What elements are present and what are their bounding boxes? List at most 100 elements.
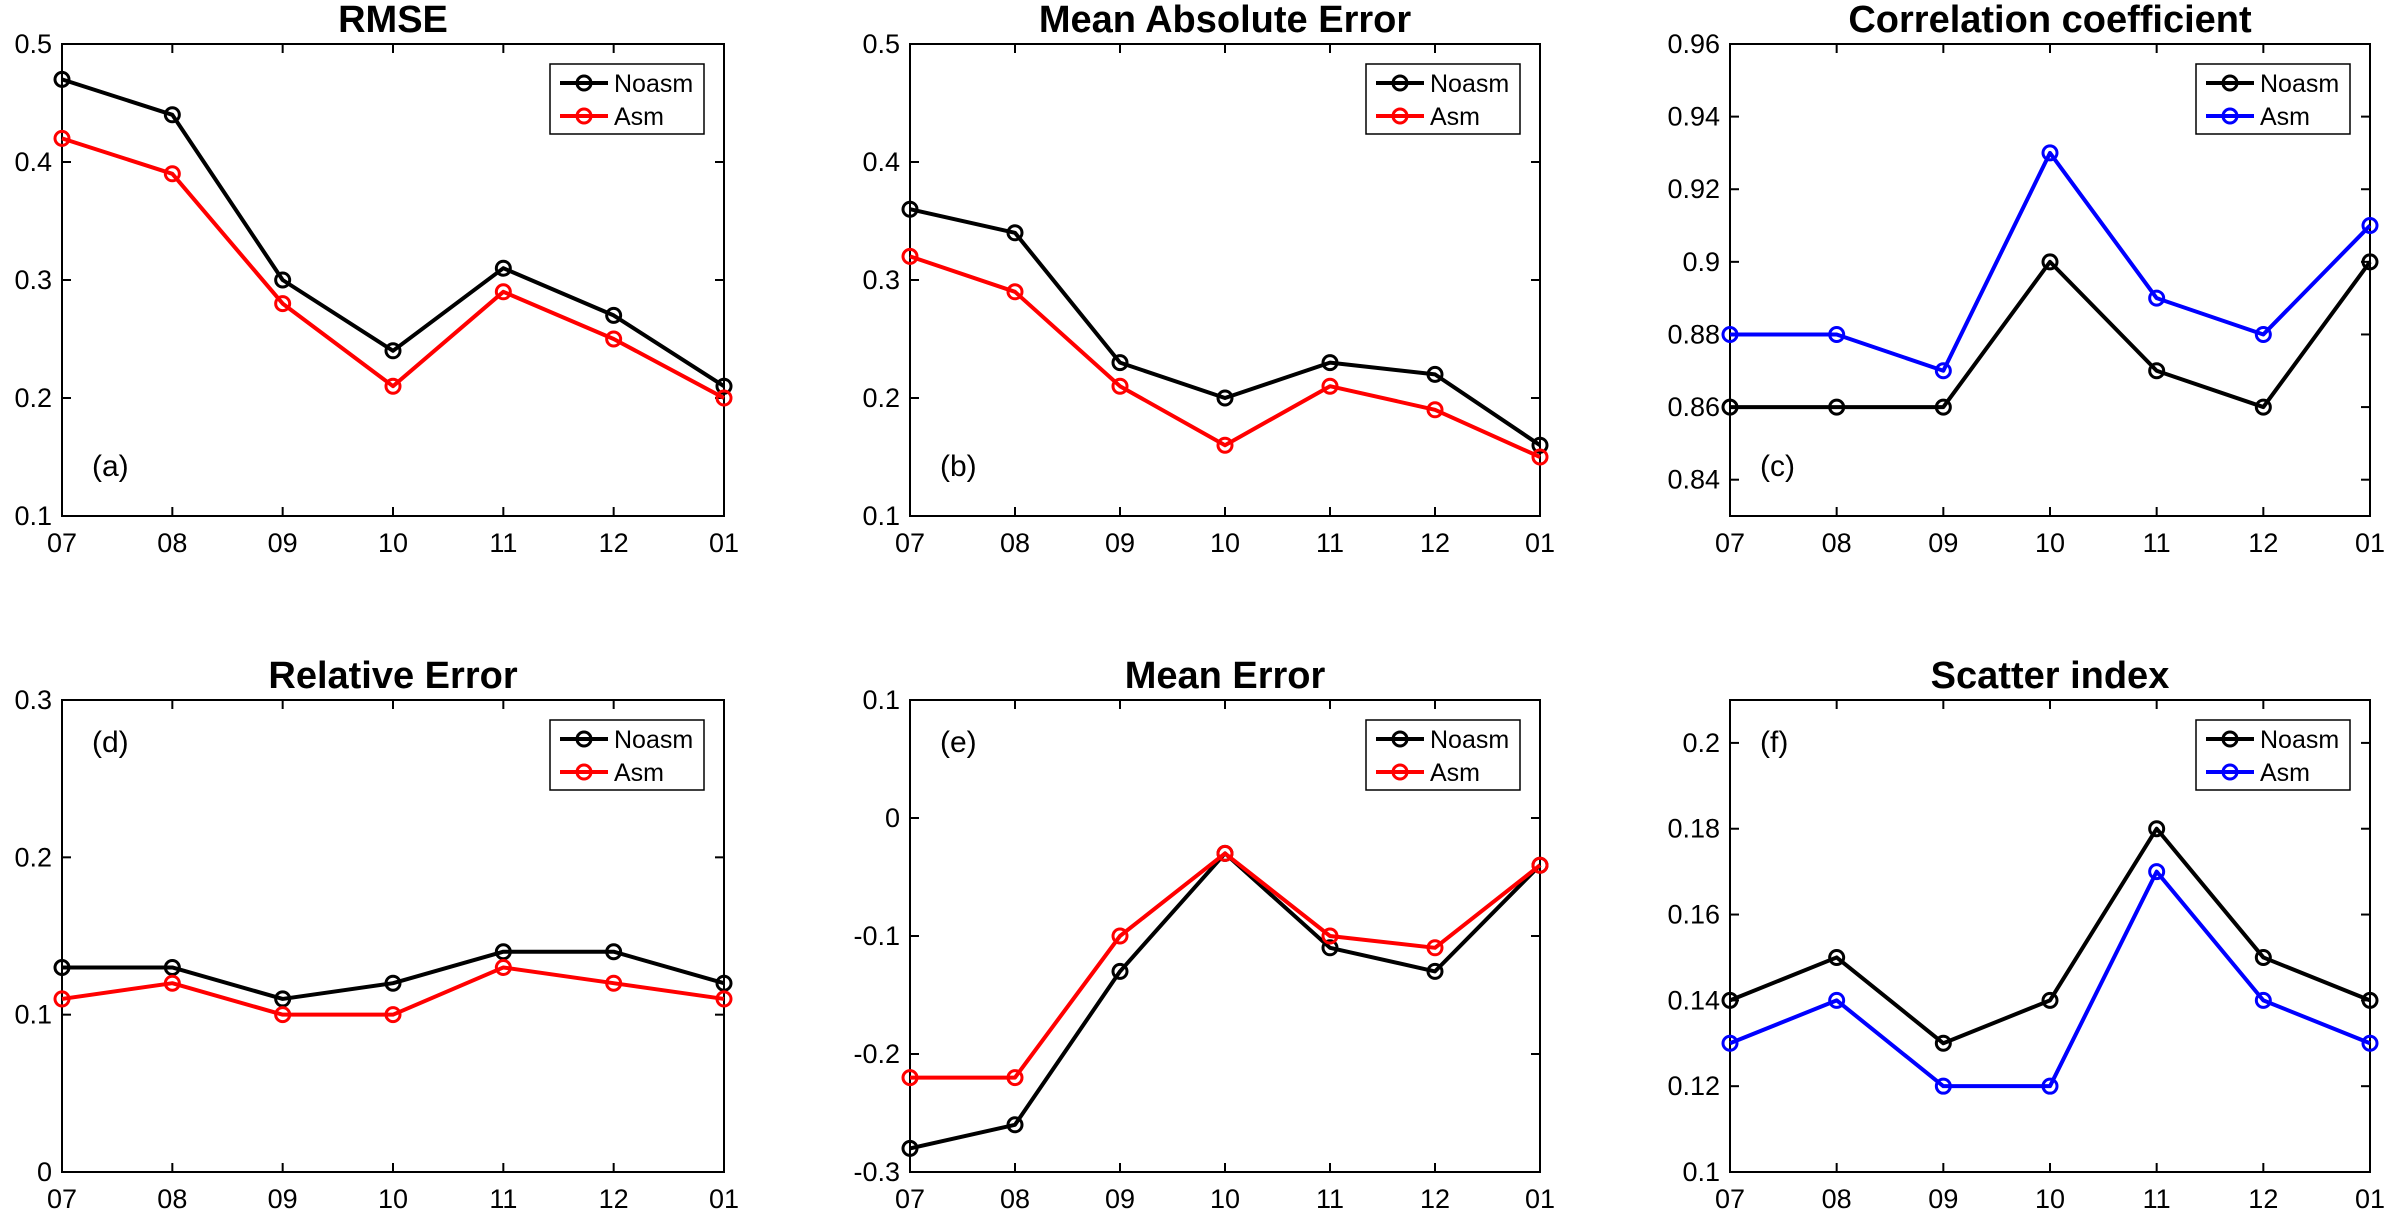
panel-c-legend-label-asm: Asm (2260, 103, 2310, 131)
panel-a-ytick-label: 0.3 (14, 265, 52, 295)
panel-d-series-asm-point (605, 974, 623, 992)
panel-a-xtick-label: 12 (599, 528, 629, 558)
panel-f-ytick-label: 0.18 (1667, 814, 1720, 844)
panel-e-series-asm-point (1426, 939, 1444, 957)
panel-b-ytick-label: 0.4 (862, 147, 900, 177)
panel-c-series-asm-point (2361, 217, 2379, 235)
panel-f-series-noasm-point (1828, 948, 1846, 966)
panel-f-series-noasm-point (1721, 991, 1739, 1009)
panel-a-series-asm-line (61, 136, 725, 400)
panel-e-series-noasm-point (1111, 962, 1129, 980)
panel-b-series-noasm-point (1006, 224, 1024, 242)
panel-b-xtick-label: 07 (895, 528, 925, 558)
panel-e-series-noasm-point (1321, 939, 1339, 957)
panel-e-series-asm-point (1216, 844, 1234, 862)
panel-c-series-noasm-point (2148, 362, 2166, 380)
panel-c-series-noasm-point (2361, 253, 2379, 271)
panel-d-xtick-label: 11 (489, 1184, 517, 1214)
panel-a-series-asm-point (605, 330, 623, 348)
panel-e-legend (1365, 719, 1521, 791)
panel-b-series-asm-point (1426, 401, 1444, 419)
panel-f-ytick-label: 0.1 (1682, 1157, 1720, 1187)
panel-f-series-asm-line (1729, 869, 2371, 1089)
panel-a-series-noasm-point (274, 271, 292, 289)
panel-c-legend-marker-noasm (2221, 74, 2239, 92)
panel-a-series-noasm-point (163, 106, 181, 124)
panel-d-series-asm-point (494, 958, 512, 976)
panel-b: Mean Absolute Error 0.1 0.2 0.3 0.4 0.5 07 08 09… (862, 0, 1555, 558)
panel-c-series-asm-point (1828, 325, 1846, 343)
panel-e-series-asm-point (1321, 927, 1339, 945)
panel-a-ytick-label: 0.2 (14, 383, 52, 413)
panel-e-series-noasm-point (1006, 1116, 1024, 1134)
panel-b-series-noasm-point (1216, 389, 1234, 407)
panel-c-xtick-label: 08 (1822, 528, 1852, 558)
panel-f-legend (2195, 719, 2351, 791)
panel-b-xtick-label: 10 (1210, 528, 1240, 558)
panel-c-ytick-label: 0.88 (1667, 319, 1720, 349)
panel-d-series-asm-point (715, 990, 733, 1008)
panel-d-series-asm-point (384, 1006, 402, 1024)
panel-d-xtick-label: 08 (157, 1184, 187, 1214)
panel-f-series-noasm-line (1729, 826, 2371, 1046)
panel-d-series-noasm-point (494, 943, 512, 961)
panel-e-title: Mean Error (1125, 655, 1326, 697)
panel-d-panel-label: (d) (92, 726, 129, 759)
panel-d-legend (549, 719, 705, 791)
panel-b-series-noasm-point (1321, 354, 1339, 372)
panel-c-legend-label-noasm: Noasm (2260, 70, 2339, 98)
panel-e-legend-label-noasm: Noasm (1430, 726, 1509, 754)
panel-f-series-asm-point (2148, 863, 2166, 881)
panel-c: Correlation coefficient 0.84 0.86 0.88 0.9 0.… (1667, 0, 2385, 558)
panel-b-legend-label-noasm: Noasm (1430, 70, 1509, 98)
panel-c-series-noasm-point (2254, 398, 2272, 416)
panel-a-series-noasm-point (605, 306, 623, 324)
panel-e-series-asm-point (1531, 856, 1549, 874)
panel-f-xtick-label: 08 (1822, 1184, 1852, 1214)
panel-f-ytick-label: 0.16 (1667, 900, 1720, 930)
panel-c-xtick-label: 07 (1715, 528, 1745, 558)
panel-c-ytick-label: 0.84 (1667, 465, 1720, 495)
panel-e-series-asm-line (910, 851, 1542, 1080)
panel-f-ytick-label: 0.12 (1667, 1071, 1720, 1101)
panel-d-legend-marker-noasm (575, 730, 593, 748)
panel-d-series-noasm-point (605, 943, 623, 961)
panel-f-legend-marker-noasm (2221, 730, 2239, 748)
panel-e-legend-label-asm: Asm (1430, 759, 1480, 787)
panel-c-ytick-label: 0.94 (1667, 102, 1720, 132)
panel-e-ytick-label: -0.3 (853, 1157, 900, 1187)
panel-b-series-asm-point (1321, 377, 1339, 395)
panel-e-series-asm-point (1111, 927, 1129, 945)
panel-c-panel-label: (c) (1760, 450, 1795, 483)
panel-a-series-asm-point (384, 377, 402, 395)
panel-e-xtick-label: 12 (1420, 1184, 1450, 1214)
panel-e-xtick-label: 07 (895, 1184, 925, 1214)
panel-f-legend-label-noasm: Noasm (2260, 726, 2339, 754)
panel-b-ytick-label: 0.1 (862, 501, 900, 531)
panel-b-series-asm-line (909, 254, 1541, 459)
panel-a-ytick-label: 0.5 (14, 29, 52, 59)
panel-f-series-asm-point (2361, 1034, 2379, 1052)
panel-e-legend-marker-asm (1391, 763, 1409, 781)
panel-b-ytick-label: 0.5 (862, 29, 900, 59)
panel-d-series-asm-point (274, 1006, 292, 1024)
panel-e: Mean Error -0.3 -0.2 -0.1 0 0.1 07 08 09 10 11 12 01… (853, 655, 1555, 1214)
panel-a-xtick-label: 07 (47, 528, 77, 558)
panel-b-series-asm-point (1006, 283, 1024, 301)
panel-b-series-asm-point (1111, 377, 1129, 395)
panel-d-series-noasm-point (274, 990, 292, 1008)
panel-b-xtick-label: 08 (1000, 528, 1030, 558)
panel-f-title: Scatter index (1931, 655, 2170, 697)
panel-b-xtick-label: 01 (1525, 528, 1555, 558)
panel-a-legend-label-noasm: Noasm (614, 70, 693, 98)
panel-f-series-noasm-point (2361, 991, 2379, 1009)
panel-c-series-asm-point (2148, 289, 2166, 307)
panel-a-series-asm-point (494, 283, 512, 301)
panel-a-xtick-label: 10 (378, 528, 408, 558)
panel-b-series-asm-point (1531, 448, 1549, 466)
panel-a-series-asm-point (274, 295, 292, 313)
panel-e-series-noasm-point (1426, 962, 1444, 980)
panel-d-series-asm-point (53, 990, 71, 1008)
panel-e-series-noasm-line (909, 851, 1542, 1151)
